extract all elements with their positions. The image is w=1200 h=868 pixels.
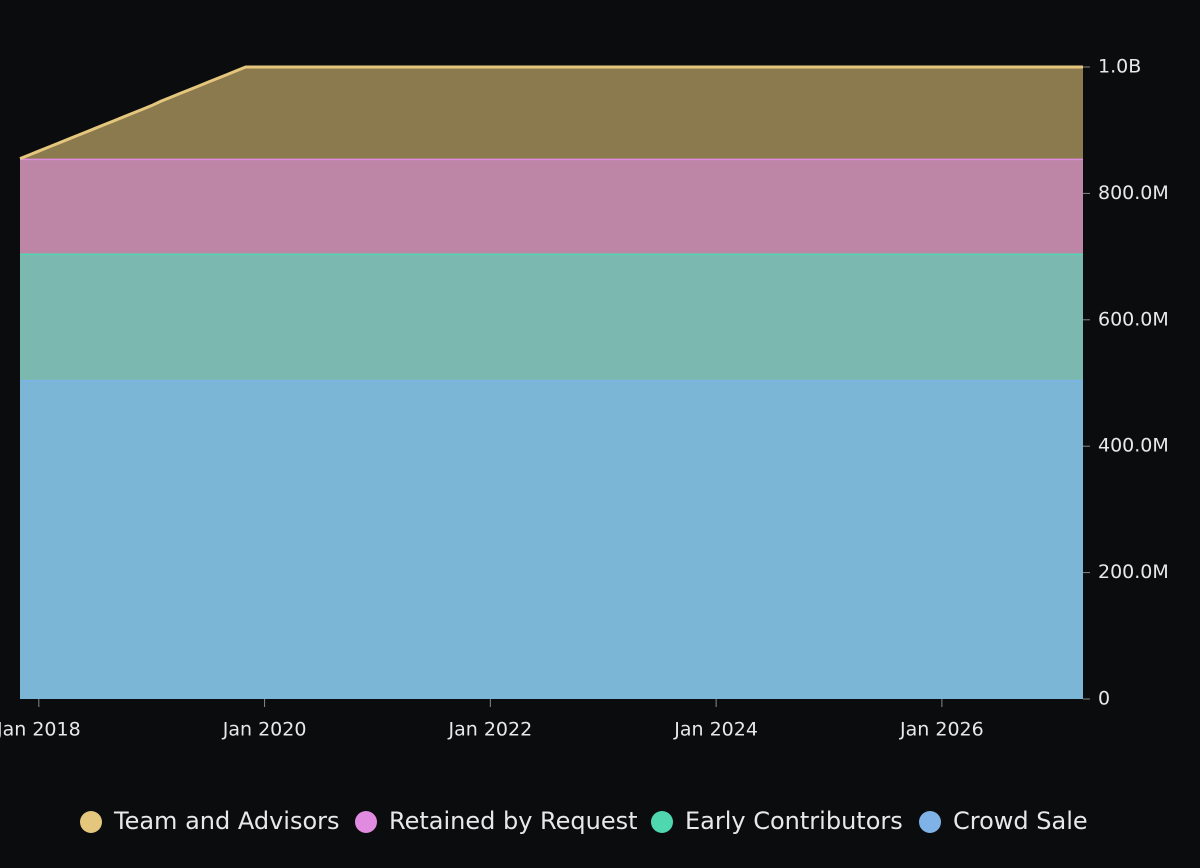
x-tick-label: Jan 2020 bbox=[222, 719, 307, 741]
area bbox=[20, 379, 1083, 699]
legend-label: Retained by Request bbox=[389, 807, 638, 835]
legend-swatch bbox=[80, 811, 102, 833]
area bbox=[20, 67, 1083, 159]
x-tick-label: Jan 2022 bbox=[448, 719, 533, 741]
x-tick-label: Jan 2026 bbox=[899, 719, 984, 741]
legend-label: Crowd Sale bbox=[953, 807, 1088, 835]
y-tick-label: 600.0M bbox=[1098, 308, 1169, 330]
legend-swatch bbox=[355, 811, 377, 833]
legend-swatch bbox=[919, 811, 941, 833]
x-tick-label: Jan 2024 bbox=[673, 719, 758, 741]
y-tick-label: 400.0M bbox=[1098, 435, 1169, 457]
y-tick-label: 1.0B bbox=[1098, 56, 1141, 78]
legend-label: Team and Advisors bbox=[113, 807, 340, 835]
y-tick-label: 800.0M bbox=[1098, 182, 1169, 204]
legend-label: Early Contributors bbox=[685, 807, 903, 835]
y-tick-label: 200.0M bbox=[1098, 561, 1169, 583]
area bbox=[20, 158, 1083, 254]
y-tick-label: 0 bbox=[1098, 688, 1110, 710]
area bbox=[20, 253, 1083, 380]
x-tick-label: Jan 2018 bbox=[0, 719, 81, 741]
legend-swatch bbox=[651, 811, 673, 833]
area-line bbox=[19, 65, 1083, 161]
